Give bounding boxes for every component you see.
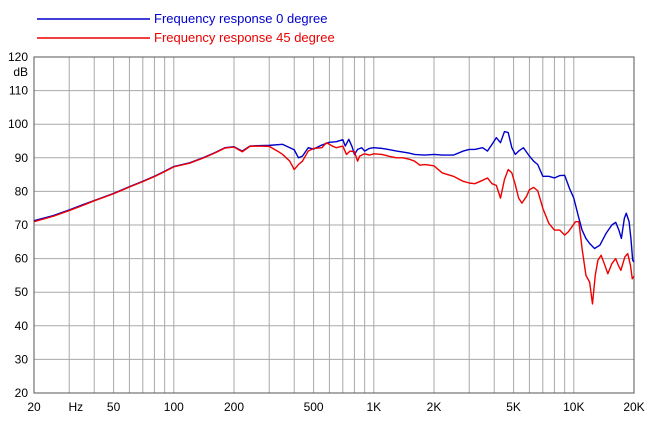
y-tick-label: 120 — [8, 50, 28, 64]
x-axis-unit-label: Hz — [68, 400, 83, 414]
legend-label-1: Frequency response 45 degree — [154, 30, 335, 45]
x-tick-label: 20K — [623, 400, 644, 414]
y-tick-label: 90 — [15, 151, 29, 165]
x-tick-label: 10K — [563, 400, 584, 414]
plot-frame — [33, 56, 635, 394]
y-tick-label: 50 — [15, 285, 29, 299]
y-tick-label: 40 — [15, 319, 29, 333]
y-axis-unit-label: dB — [13, 65, 28, 79]
y-tick-label: 110 — [9, 84, 28, 98]
y-tick-label: 100 — [8, 117, 28, 131]
legend: Frequency response 0 degree Frequency res… — [37, 11, 335, 45]
x-tick-label: 500 — [304, 400, 324, 414]
y-tick-label: 80 — [15, 184, 29, 198]
x-tick-label: 200 — [224, 400, 244, 414]
x-tick-label: 100 — [164, 400, 184, 414]
x-tick-label: 50 — [107, 400, 121, 414]
y-tick-label: 70 — [15, 218, 29, 232]
x-tick-label: 5K — [506, 400, 521, 414]
series-group — [33, 130, 635, 305]
tick-labels: 20 30 40 50 60 70 80 90 100 110 120 20 50 100 200 500 1K… — [8, 50, 645, 414]
x-tick-label: 1K — [366, 400, 381, 414]
grid — [34, 57, 634, 393]
y-tick-label: 60 — [15, 252, 29, 266]
y-tick-label: 30 — [15, 352, 29, 366]
legend-label-0: Frequency response 0 degree — [154, 11, 327, 26]
x-tick-label: 2K — [427, 400, 442, 414]
series-line-0 — [33, 130, 635, 263]
series-line-1 — [33, 141, 635, 305]
x-tick-label: 20 — [27, 400, 41, 414]
y-tick-label: 20 — [15, 386, 29, 400]
